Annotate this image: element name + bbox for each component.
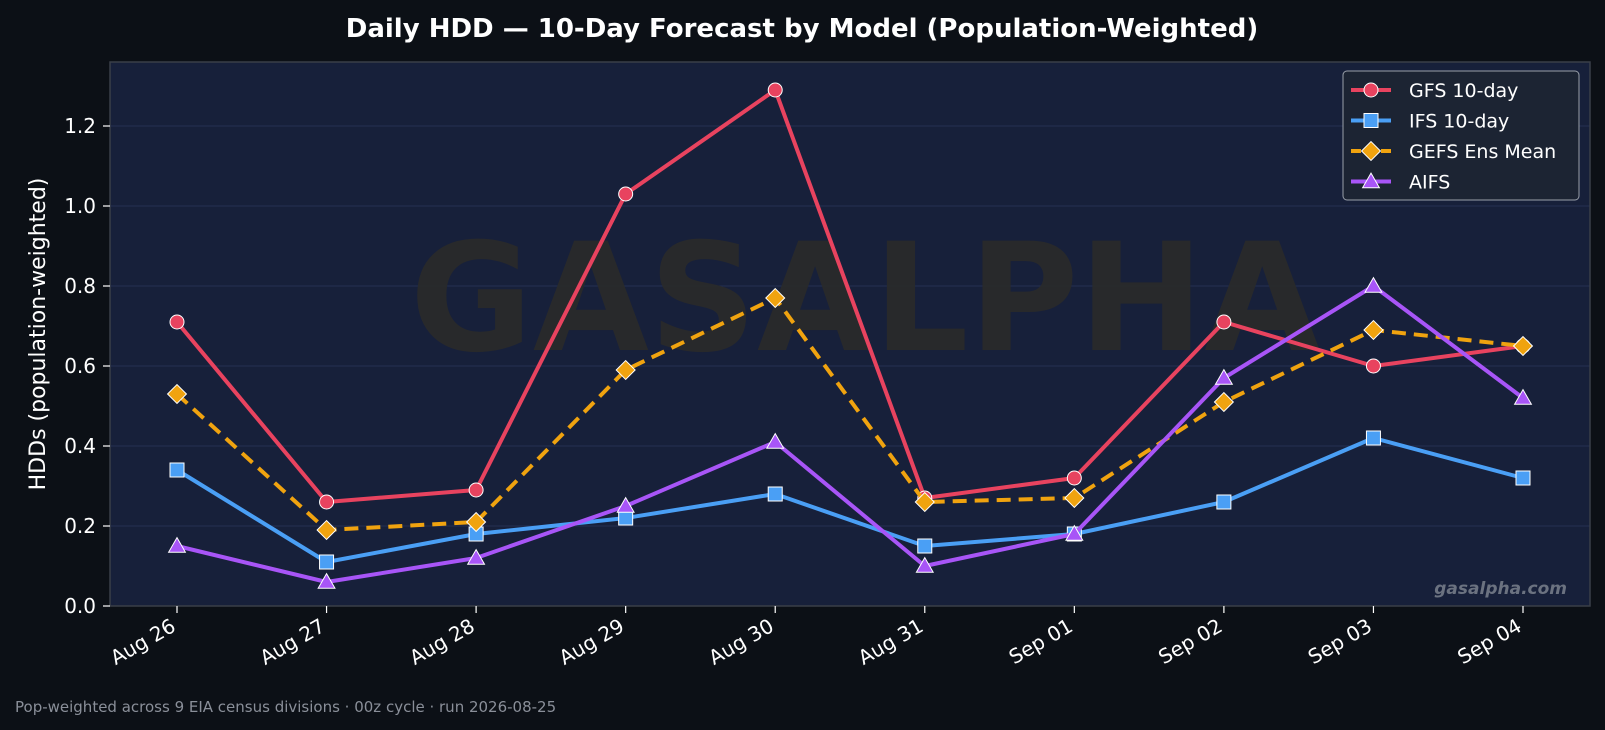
data-point: [169, 462, 185, 478]
data-point: [615, 359, 636, 381]
data-point: [616, 496, 635, 513]
data-point: [1365, 430, 1381, 446]
y-tick-label: 0.2: [64, 514, 96, 538]
data-point: [1365, 358, 1381, 374]
legend-label: GEFS Ens Mean: [1409, 141, 1556, 163]
data-point: [765, 287, 786, 309]
y-tick-label: 0.4: [64, 434, 96, 458]
data-point: [1065, 524, 1084, 541]
legend-swatch-marker: [1363, 82, 1379, 98]
y-tick-label: 0.8: [64, 274, 96, 298]
series-gefs-ens-mean: [166, 287, 1534, 541]
series-line: [175, 436, 1525, 564]
data-point: [169, 314, 185, 330]
series-ifs-10-day: [169, 430, 1531, 570]
series-line: [175, 88, 1525, 504]
data-point: [319, 494, 335, 510]
data-point: [1064, 487, 1085, 509]
data-point: [468, 482, 484, 498]
data-point: [1066, 470, 1082, 486]
y-tick-label: 0.6: [64, 354, 96, 378]
data-point: [1512, 335, 1534, 357]
data-point: [767, 486, 783, 502]
plot-frame: [109, 61, 1591, 607]
data-point: [618, 510, 634, 526]
data-point: [319, 554, 335, 570]
data-point: [1513, 388, 1533, 405]
data-point: [914, 491, 935, 513]
data-point: [166, 383, 188, 405]
watermark-text: GASALPHA: [410, 212, 1320, 386]
y-tick-label: 1.0: [64, 194, 96, 218]
site-label: gasalpha.com: [1434, 579, 1567, 599]
y-tick-label: 0.0: [64, 594, 96, 618]
legend-label: IFS 10-day: [1409, 111, 1509, 133]
data-point: [1213, 391, 1235, 413]
data-point: [1216, 494, 1232, 510]
data-point: [1363, 319, 1384, 341]
data-point: [167, 536, 187, 553]
data-point: [917, 538, 933, 554]
y-axis-label: HDDs (population-weighted): [26, 178, 51, 491]
footnote-text: Pop-weighted across 9 EIA census divisio…: [15, 698, 556, 716]
series-aifs: [167, 276, 1533, 589]
chart-title: Daily HDD — 10-Day Forecast by Model (Po…: [346, 14, 1258, 44]
legend-swatch-marker: [1361, 172, 1381, 189]
data-point: [1214, 368, 1234, 385]
legend-swatch-marker: [1363, 113, 1379, 128]
legend-box: [1342, 70, 1580, 201]
data-point: [618, 186, 634, 202]
data-point: [765, 432, 785, 449]
data-point: [316, 519, 337, 541]
y-tick-label: 1.2: [64, 114, 96, 138]
data-point: [1515, 470, 1531, 486]
data-point: [915, 556, 935, 573]
data-point: [1364, 276, 1383, 293]
data-point: [317, 572, 336, 589]
series-line: [175, 284, 1525, 584]
data-point: [1216, 314, 1232, 330]
legend-swatch-marker: [1360, 140, 1382, 162]
data-point: [465, 511, 487, 533]
legend-label: GFS 10-day: [1409, 80, 1518, 102]
series-gfs-10-day: [169, 82, 1531, 510]
data-point: [767, 82, 783, 98]
legend-label: AIFS: [1409, 172, 1450, 194]
series-line: [175, 296, 1524, 532]
data-point: [466, 548, 486, 565]
